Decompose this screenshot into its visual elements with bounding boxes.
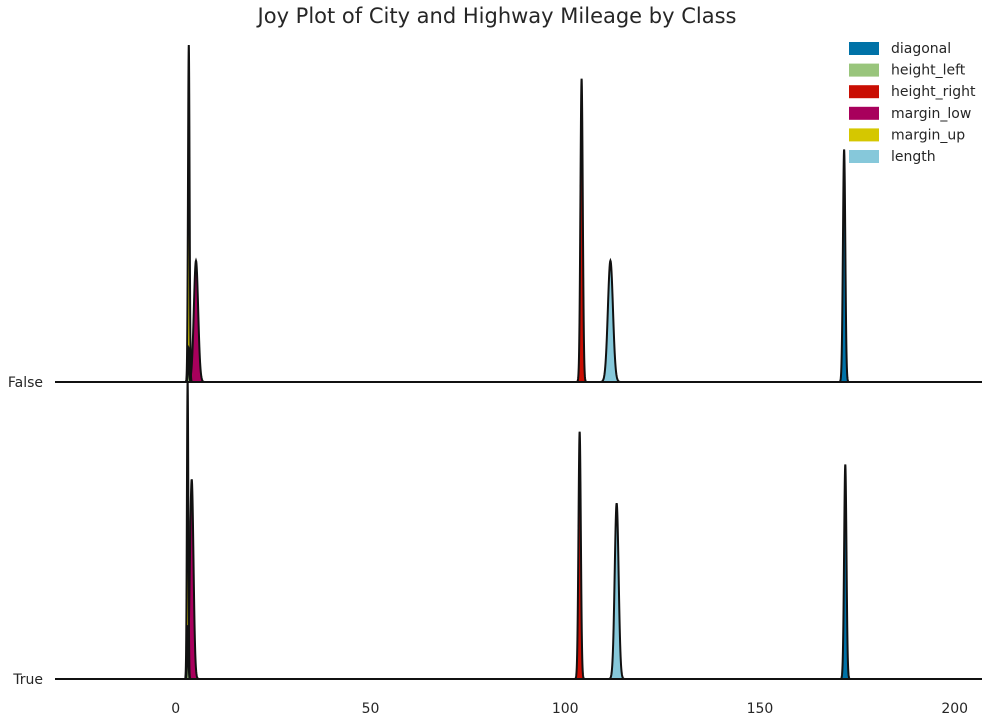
- row-baselines: [55, 381, 982, 680]
- ridge-diagonal-false-outline: [838, 149, 850, 383]
- ridge-height-right-false-outline: [576, 78, 587, 383]
- ridge-diagonal-true-area: [840, 464, 851, 679]
- legend-item-height-right: height_right: [849, 84, 976, 100]
- ridge-row-true: [183, 380, 851, 680]
- x-axis-ticks: 0 50 100 150 200: [171, 701, 968, 717]
- legend-swatch-margin-low: [849, 106, 879, 120]
- ridge-layers: [183, 44, 851, 680]
- ridge-height-right-true-area: [574, 431, 585, 679]
- ridge-diagonal-true-outline: [840, 464, 851, 680]
- legend-label-margin-up: margin_up: [891, 127, 965, 143]
- legend-label-diagonal: diagonal: [891, 41, 951, 57]
- x-tick-label-0: 0: [171, 701, 180, 717]
- row-labels: False True: [8, 375, 43, 688]
- legend-item-length: length: [849, 149, 936, 165]
- ridge-length-true-outline: [607, 502, 626, 680]
- ridge-length-false-outline: [598, 257, 622, 383]
- chart-title: Joy Plot of City and Highway Mileage by …: [256, 4, 737, 28]
- ridge-height-right-false-area: [576, 78, 587, 382]
- legend-label-length: length: [891, 149, 936, 165]
- legend-swatch-margin-up: [849, 128, 879, 142]
- legend-item-diagonal: diagonal: [849, 41, 951, 57]
- legend-item-height-left: height_left: [849, 63, 966, 79]
- row-label-true: True: [12, 672, 43, 688]
- legend-swatch-length: [849, 150, 879, 163]
- x-tick-label-50: 50: [362, 701, 380, 717]
- legend: diagonal height_left height_right margin_lo…: [849, 41, 976, 165]
- legend-swatch-diagonal: [849, 42, 879, 55]
- ridge-margin-low-false-area: [186, 260, 206, 382]
- x-tick-label-150: 150: [747, 701, 774, 717]
- ridge-length-true-area: [607, 503, 626, 679]
- ridge-diagonal-false-area: [838, 149, 850, 382]
- legend-item-margin-low: margin_low: [849, 106, 971, 122]
- ridge-margin-low-true-area: [183, 479, 200, 679]
- legend-label-margin-low: margin_low: [891, 106, 971, 122]
- ridge-row-false: [185, 44, 850, 383]
- legend-label-height-right: height_right: [891, 84, 976, 100]
- x-tick-label-100: 100: [552, 701, 579, 717]
- row-label-false: False: [8, 375, 43, 391]
- legend-swatch-height-right: [849, 85, 879, 99]
- legend-item-margin-up: margin_up: [849, 127, 965, 143]
- legend-swatch-height-left: [849, 63, 879, 77]
- legend-label-height-left: height_left: [891, 63, 966, 79]
- ridge-height-right-true-outline: [574, 431, 585, 680]
- ridge-length-false-area: [599, 260, 622, 382]
- x-tick-label-200: 200: [941, 701, 968, 717]
